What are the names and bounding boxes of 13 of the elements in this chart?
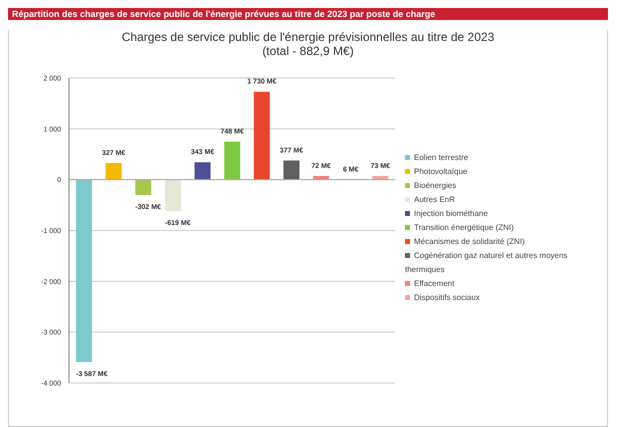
legend-label: Injection biométhane <box>414 209 488 218</box>
legend-label: Transition énergétique (ZNI) <box>414 223 514 232</box>
legend-label: Bioénergies <box>414 181 456 190</box>
legend-label: Cogénération gaz naturel et autres moyens thermiques <box>405 251 568 274</box>
legend-label: Eolien terrestre <box>414 153 468 162</box>
legend-label: Autres EnR <box>414 195 455 204</box>
legend-label: Photovoltaïque <box>414 167 468 176</box>
legend-label: Effacement <box>414 279 454 288</box>
chart-title: Charges de service public de l'énergie prévisionnelles au titre de 2023 <box>120 30 496 44</box>
legend-label: Dispositifs sociaux <box>414 293 480 302</box>
chart-subtitle: (total - 882,9 M€) <box>261 44 355 58</box>
text: Répartition des charges de service public de l'énergie prévues au titre de 2023 par poste de charge <box>8 8 608 20</box>
legend-label: Mécanismes de solidarité (ZNI) <box>414 237 525 246</box>
